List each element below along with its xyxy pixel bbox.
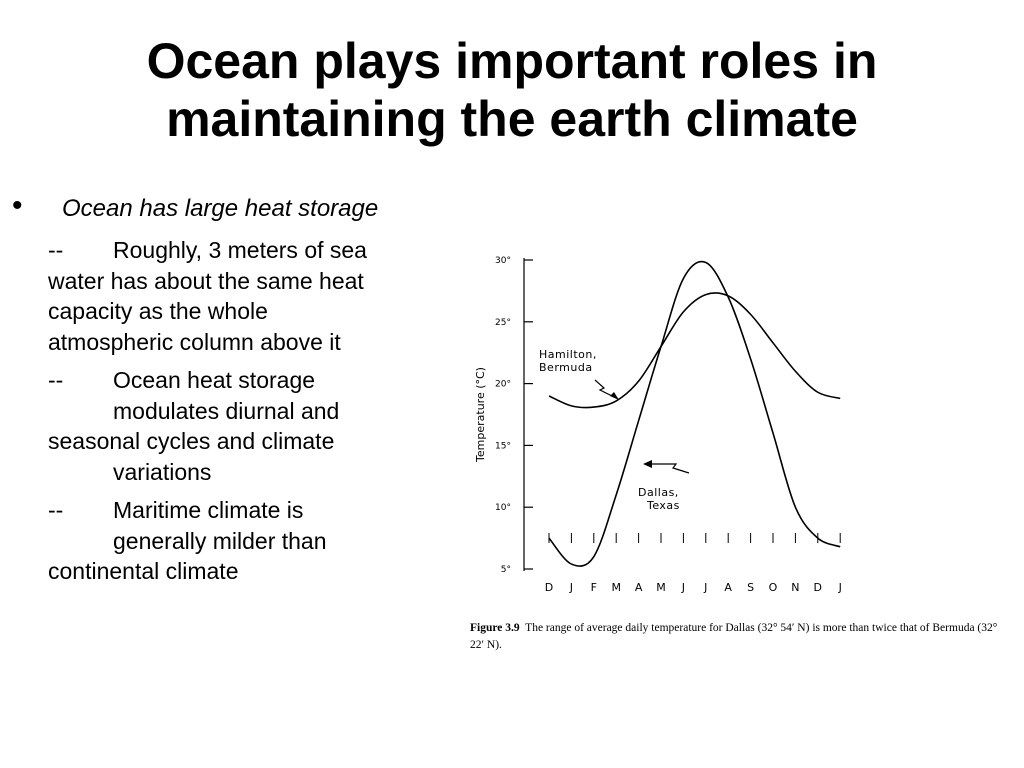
y-tick-label: 15° — [495, 441, 511, 451]
figure-caption: Figure 3.9 The range of average daily te… — [470, 620, 1010, 654]
subpoint-3: -- Maritime climate is generally milder t… — [48, 495, 448, 587]
x-tick-label: F — [591, 581, 597, 594]
bullet-text: Ocean has large heat storage — [62, 195, 379, 222]
y-tick-label: 10° — [495, 503, 511, 513]
caption-label: Figure 3.9 — [470, 622, 520, 634]
subpoint-line: seasonal cycles and climate — [48, 428, 335, 454]
subpoint-line: capacity as the whole — [48, 298, 268, 324]
x-tick-label: D — [814, 581, 822, 594]
x-tick-label: S — [747, 581, 754, 594]
y-tick-label: 30° — [495, 256, 511, 266]
figure: 5° 10° 15° 20° 25° 30° Temperature (°C) D J F M A M J… — [462, 248, 1022, 658]
zigzag-arrow-icon — [648, 463, 690, 474]
title-line-1: Ocean plays important roles in — [146, 33, 878, 89]
x-tick-label: M — [656, 581, 666, 594]
title-line-2: maintaining the earth climate — [166, 91, 858, 147]
x-tick-label: A — [724, 581, 732, 594]
x-tick-label: J — [569, 581, 573, 594]
slide-title: Ocean plays important roles in maintaini… — [0, 32, 1024, 148]
subpoint-dash: -- — [48, 367, 64, 393]
subpoint-line: atmospheric column above it — [48, 328, 341, 355]
zigzag-arrow-icon — [594, 379, 617, 399]
arrow-head-icon — [643, 460, 652, 468]
x-tick-label: J — [681, 581, 685, 594]
x-tick-label: N — [791, 581, 799, 594]
series-label: Hamilton, — [539, 348, 597, 361]
caption-text: The range of average daily temperature f… — [470, 622, 998, 651]
subpoint-line: continental climate — [48, 558, 239, 584]
x-tick-label: D — [545, 581, 553, 594]
x-tick-label: O — [769, 581, 778, 594]
subpoint-list: -- Roughly, 3 meters of sea water has abo… — [48, 235, 448, 595]
subpoint-line: variations — [113, 458, 212, 485]
series-line-dallas-texas — [548, 260, 841, 567]
bullet-dot-icon: • — [12, 189, 23, 222]
subpoint-line: Maritime climate is — [113, 497, 304, 523]
subpoint-dash: -- — [48, 237, 64, 263]
x-tick-label: J — [703, 581, 707, 594]
subpoint-line: modulates diurnal and — [113, 397, 340, 424]
y-axis-label: Temperature (°C) — [474, 367, 487, 463]
subpoint-line: Roughly, 3 meters of sea — [113, 237, 367, 263]
series-label: Dallas, — [638, 486, 679, 499]
subpoint-line: Ocean heat storage — [113, 367, 316, 393]
x-tick-label: J — [838, 581, 842, 594]
y-tick-label: 5° — [501, 565, 511, 575]
x-tick-label: A — [635, 581, 643, 594]
subpoint-dash: -- — [48, 497, 64, 523]
arrow-head-icon — [610, 392, 619, 400]
series-label: Bermuda — [539, 361, 593, 374]
temperature-chart: 5°10°15°20°25°30°Temperature (°C)D J F M A M J… — [474, 256, 842, 594]
x-tick-label: M — [611, 581, 621, 594]
series-line-hamilton-bermuda — [548, 292, 841, 409]
y-tick-label: 20° — [495, 380, 511, 390]
subpoint-line: generally milder than — [113, 527, 327, 554]
subpoint-line: water has about the same heat — [48, 267, 364, 294]
subpoint-1: -- Roughly, 3 meters of sea water has abo… — [48, 235, 448, 357]
y-tick-label: 25° — [495, 318, 511, 328]
subpoint-2: -- Ocean heat storage modulates diurnal a… — [48, 365, 448, 487]
series-label: Texas — [646, 499, 680, 512]
